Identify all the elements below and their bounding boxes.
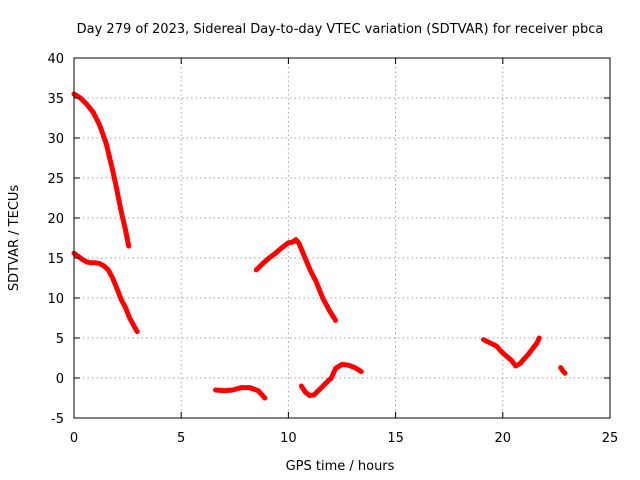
series-segment-5 <box>298 361 364 399</box>
chart-title: Day 279 of 2023, Sidereal Day-to-day VTE… <box>77 22 604 37</box>
grid-lines <box>74 58 610 418</box>
y-axis-label: SDTVAR / TECUs <box>7 185 22 292</box>
y-tick-label: -5 <box>51 412 64 427</box>
y-tick-label: 35 <box>47 92 64 107</box>
y-tick-label: 25 <box>47 172 64 187</box>
y-tick-label: 10 <box>47 292 64 307</box>
y-tick-label: 15 <box>47 252 64 267</box>
data-series <box>71 91 568 401</box>
plot-frame <box>73 57 611 419</box>
x-axis-label: GPS time / hours <box>286 459 395 474</box>
y-tick-label: 5 <box>56 332 64 347</box>
x-tick-label: 20 <box>495 431 512 446</box>
x-tick-label: 10 <box>280 431 297 446</box>
x-tick-label: 15 <box>387 431 404 446</box>
series-segment-6 <box>481 335 542 369</box>
series-segment-2 <box>71 250 140 335</box>
series-segment-1 <box>71 91 132 249</box>
x-tick-label: 5 <box>177 431 185 446</box>
axis-ticks: 0 5 10 15 20 25 -5 0 5 10 15 20 25 30 35 40 <box>47 52 618 446</box>
x-tick-label: 25 <box>602 431 619 446</box>
series-segment-4 <box>253 237 339 323</box>
y-tick-label: 20 <box>47 212 64 227</box>
y-tick-label: 30 <box>47 132 64 147</box>
series-segment-3 <box>213 385 268 401</box>
y-tick-label: 0 <box>56 372 64 387</box>
series-segment-7 <box>558 365 568 376</box>
y-tick-label: 40 <box>47 52 64 67</box>
x-tick-label: 0 <box>70 431 78 446</box>
